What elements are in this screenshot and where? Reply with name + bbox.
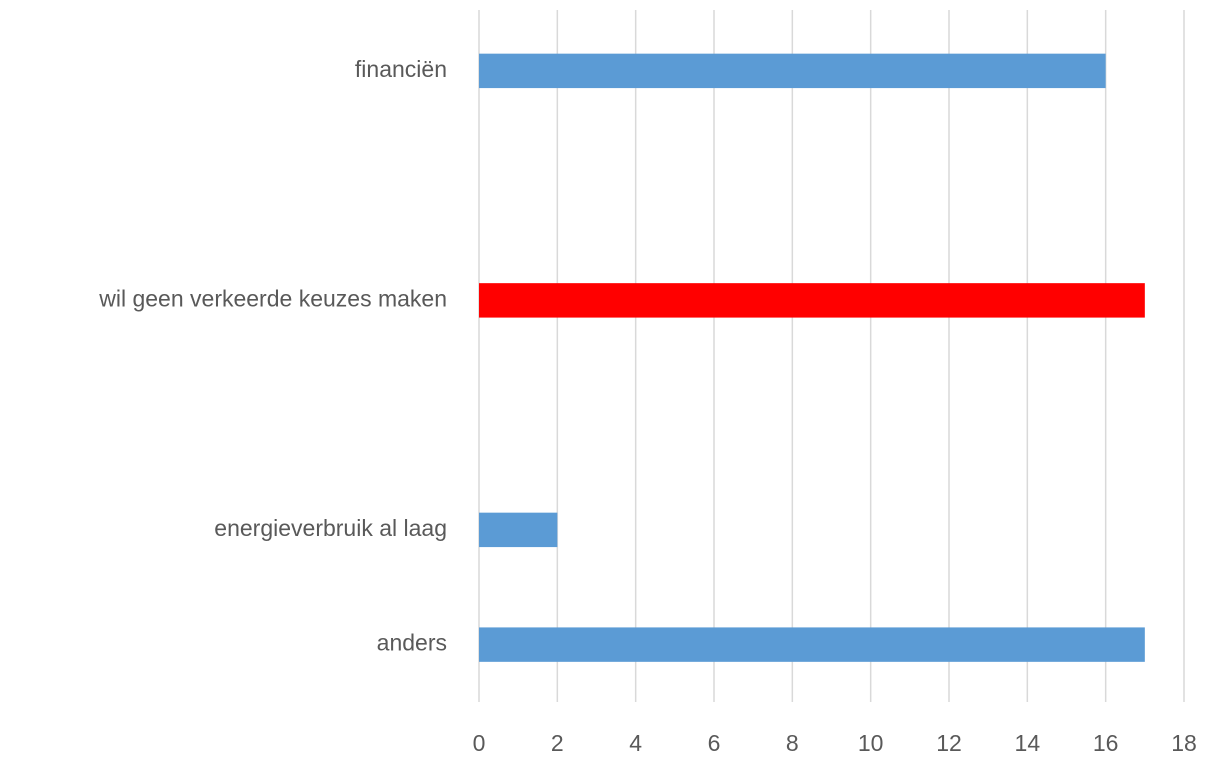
x-tick-label: 10 [858, 730, 884, 756]
y-tick-label: anders [377, 630, 447, 656]
bar [479, 53, 1106, 89]
x-tick-label: 8 [786, 730, 799, 756]
x-tick-label: 0 [473, 730, 486, 756]
x-tick-label: 12 [936, 730, 962, 756]
x-tick-label: 18 [1171, 730, 1197, 756]
x-tick-label: 16 [1093, 730, 1119, 756]
x-tick-label: 4 [629, 730, 642, 756]
x-tick-label: 14 [1015, 730, 1041, 756]
bar [479, 627, 1145, 662]
bar [479, 283, 1145, 318]
y-tick-label: wil geen verkeerde keuzes maken [98, 285, 447, 311]
bar [479, 512, 558, 548]
y-tick-label: financiën [355, 56, 447, 82]
x-tick-label: 6 [708, 730, 721, 756]
y-tick-label: energieverbruik al laag [214, 515, 447, 541]
x-tick-label: 2 [551, 730, 564, 756]
